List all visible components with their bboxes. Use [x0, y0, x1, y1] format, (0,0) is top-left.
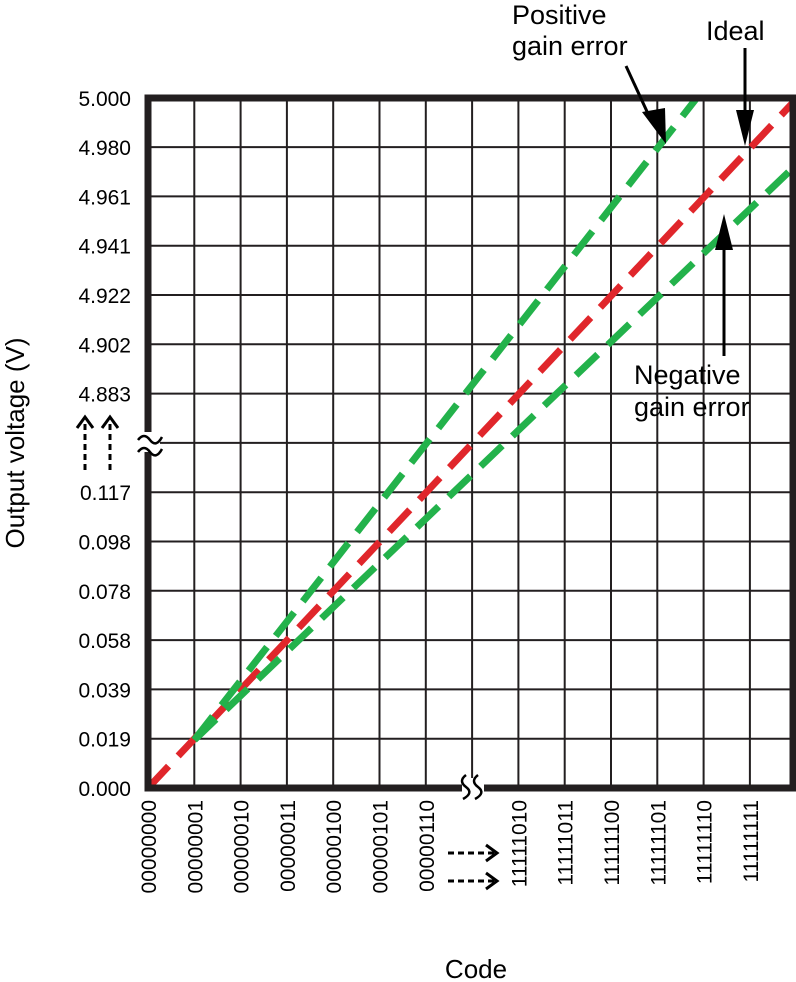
tick-labels: 0.000 0.019 0.039 0.058 0.078 0.098 0.117 4.883…	[78, 88, 762, 894]
y-tick-label: 4.941	[78, 236, 131, 259]
arrow-negative-head	[715, 214, 733, 250]
annotation-positive-line1: Positive	[512, 0, 607, 30]
x-tick-label: 11111110	[694, 800, 717, 884]
x-break-arrow-head	[485, 843, 500, 863]
x-tick-label: 11111111	[740, 800, 763, 883]
y-tick-label: 0.039	[78, 679, 131, 702]
y-axis-break-icon	[137, 434, 164, 457]
y-tick-label: 0.019	[78, 729, 131, 752]
x-tick-label: 11111100	[601, 800, 624, 886]
y-axis-label: Output voltage (V)	[0, 338, 30, 549]
x-tick-label: 00000010	[231, 800, 254, 893]
y-tick-label: 4.922	[78, 285, 131, 308]
x-tick-label: 00000101	[370, 800, 393, 893]
y-break-arrow-head	[100, 414, 120, 429]
x-break-arrow-head	[485, 871, 500, 891]
annotation-positive-line2: gain error	[512, 31, 628, 61]
y-tick-label: 4.980	[78, 137, 131, 160]
arrow-positive-head	[642, 108, 666, 144]
annotation-negative-line2: gain error	[634, 392, 750, 422]
grid	[148, 98, 793, 788]
y-tick-label: 0.058	[78, 630, 131, 653]
x-tick-label: 11111011	[555, 800, 578, 886]
annotation-ideal: Ideal	[706, 16, 765, 46]
x-tick-label: 11111010	[508, 800, 531, 887]
x-tick-label: 00000011	[277, 800, 300, 892]
y-tick-label: 0.117	[80, 482, 131, 505]
x-axis-break-icon	[460, 774, 483, 801]
y-tick-label: 4.902	[78, 334, 131, 357]
axis-breaks	[75, 414, 500, 891]
x-axis-label: Code	[445, 954, 507, 982]
y-tick-label: 4.961	[78, 186, 131, 209]
x-tick-label: 00000001	[184, 800, 207, 893]
x-tick-label: 00000110	[416, 800, 439, 892]
y-tick-label: 4.883	[78, 384, 131, 407]
x-tick-label: 00000100	[323, 800, 346, 893]
annotation-negative-line1: Negative	[634, 360, 741, 390]
arrow-ideal-head	[736, 110, 754, 146]
y-tick-label: 0.078	[78, 581, 131, 604]
x-tick-label: 11111101	[647, 800, 670, 886]
y-tick-label: 0.098	[78, 532, 131, 555]
annotations: Positive gain error Ideal Negative gain …	[512, 0, 765, 422]
y-tick-label: 0.000	[78, 778, 131, 801]
x-tick-label: 00000000	[138, 800, 161, 893]
x-break-gap	[462, 778, 484, 798]
y-tick-label: 5.000	[78, 88, 131, 111]
arrow-positive	[624, 65, 652, 119]
y-break-arrow-head	[75, 414, 95, 429]
